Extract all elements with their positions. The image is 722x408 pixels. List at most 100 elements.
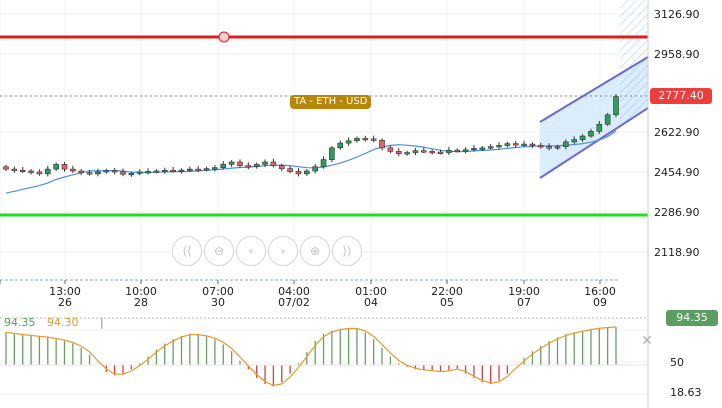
- candle-bullish: [613, 96, 619, 116]
- last-price-tag: 2777.40: [650, 88, 712, 104]
- candle-bullish: [554, 146, 561, 149]
- candle-bearish: [237, 161, 243, 166]
- candle-bearish: [278, 165, 285, 169]
- candle-bearish: [70, 168, 76, 172]
- candle-bearish: [537, 145, 544, 148]
- pan-right-icon[interactable]: ›: [268, 236, 298, 266]
- candle-bullish: [604, 114, 611, 125]
- trend-channel-upper[interactable]: [539, 56, 649, 123]
- time-axis-tick-time: 04:00: [278, 285, 310, 298]
- candle-bearish: [11, 168, 18, 171]
- time-axis-tick-date: 30: [211, 296, 225, 309]
- trend-channel-lower[interactable]: [539, 107, 649, 179]
- pan-left-icon[interactable]: ‹: [236, 236, 266, 266]
- candle-bullish: [220, 164, 227, 168]
- candle-bullish: [320, 159, 327, 168]
- candle-bullish: [253, 164, 260, 168]
- candle-bullish: [354, 138, 360, 142]
- candle-bearish: [512, 143, 519, 146]
- candle-bearish: [270, 161, 277, 166]
- time-axis-tick-time: 22:00: [431, 285, 463, 298]
- time-axis-tick-date: 07/02: [278, 296, 310, 309]
- oscillator-value-tag: 94.35: [666, 310, 718, 326]
- candle-bearish: [379, 139, 385, 149]
- time-axis-tick-date: 28: [134, 296, 148, 309]
- candle-bullish: [312, 166, 318, 172]
- candle-bearish: [529, 143, 536, 146]
- candle-bullish: [412, 150, 419, 153]
- oscillator-axis: 50 18.63: [670, 356, 702, 399]
- oscillator-legend: 94.35 94.30 |: [4, 316, 104, 329]
- candle-bullish: [504, 143, 511, 146]
- candle-bearish: [429, 151, 435, 154]
- candle-bullish: [178, 169, 185, 172]
- candle-bullish: [103, 170, 110, 173]
- candle-bearish: [454, 149, 461, 153]
- candle-bearish: [111, 170, 118, 173]
- candle-bearish: [287, 168, 293, 172]
- candle-bullish: [304, 170, 310, 175]
- candlestick-series: [3, 94, 619, 177]
- candle-bullish: [579, 135, 586, 140]
- oscillator-value-b: 94.30: [47, 316, 79, 329]
- oscillator-histogram: [0, 326, 648, 387]
- nav-first-icon[interactable]: ⟨⟨: [172, 236, 202, 266]
- candle-bearish: [170, 169, 176, 173]
- oscillator-axis-tick-label: 50: [670, 356, 684, 369]
- price-axis-tick-label: 3126.90: [654, 8, 700, 21]
- candle-bullish: [446, 149, 452, 153]
- candle-bearish: [387, 147, 394, 152]
- nav-last-icon[interactable]: ⟩⟩: [332, 236, 362, 266]
- candle-bullish: [345, 140, 352, 144]
- candle-bearish: [370, 138, 377, 141]
- candle-bullish: [337, 142, 344, 149]
- candle-bearish: [437, 151, 444, 154]
- candle-bullish: [479, 147, 486, 150]
- candle-bearish: [120, 171, 126, 175]
- resistance-line-handle[interactable]: [218, 31, 230, 43]
- channel-extension: [620, 0, 648, 128]
- candle-bearish: [395, 151, 402, 155]
- time-axis-tick-date: 09: [593, 296, 607, 309]
- time-axis-tick-time: 13:00: [49, 285, 81, 298]
- candle-bullish: [471, 148, 477, 151]
- candle-bullish: [95, 171, 101, 175]
- zoom-out-icon[interactable]: ⊖: [204, 236, 234, 266]
- candle-bullish: [462, 149, 469, 152]
- price-axis-tick-label: 2286.90: [654, 206, 700, 219]
- candle-bearish: [295, 171, 302, 175]
- candle-bullish: [53, 164, 59, 170]
- oscillator-axis-tick-label: 18.63: [670, 386, 702, 399]
- candle-bullish: [487, 146, 494, 149]
- time-axis-tick-time: 19:00: [508, 285, 540, 298]
- candle-bullish: [203, 168, 210, 171]
- candle-bearish: [421, 150, 427, 153]
- candle-bullish: [596, 123, 603, 132]
- candle-bullish: [404, 152, 410, 155]
- candle-bearish: [546, 146, 552, 149]
- candle-bullish: [329, 147, 335, 160]
- candle-bullish: [145, 171, 151, 174]
- time-axis-tick-date: 07: [517, 296, 531, 309]
- price-axis-tick-label: 2118.90: [654, 246, 700, 259]
- price-axis-tick-label: 2622.90: [654, 126, 700, 139]
- candle-bearish: [3, 166, 9, 170]
- time-axis-tick-date: 26: [58, 296, 72, 309]
- zoom-in-icon[interactable]: ⊕: [300, 236, 330, 266]
- instrument-badge[interactable]: TA - ETH - USD: [290, 95, 372, 109]
- candle-bullish: [262, 161, 268, 165]
- candle-bullish: [161, 169, 168, 173]
- candle-bullish: [521, 143, 527, 146]
- candle-bullish: [212, 167, 218, 170]
- time-axis-tick-time: 10:00: [125, 285, 157, 298]
- close-icon[interactable]: ✕: [641, 333, 653, 349]
- price-axis-tick-label: 2958.90: [654, 48, 700, 61]
- candle-bearish: [86, 172, 93, 175]
- oscillator-signal-line: [5, 326, 617, 387]
- candle-bearish: [61, 164, 68, 170]
- candle-bullish: [496, 145, 502, 148]
- candle-bullish: [563, 141, 569, 147]
- time-axis-tick-date: 04: [364, 296, 378, 309]
